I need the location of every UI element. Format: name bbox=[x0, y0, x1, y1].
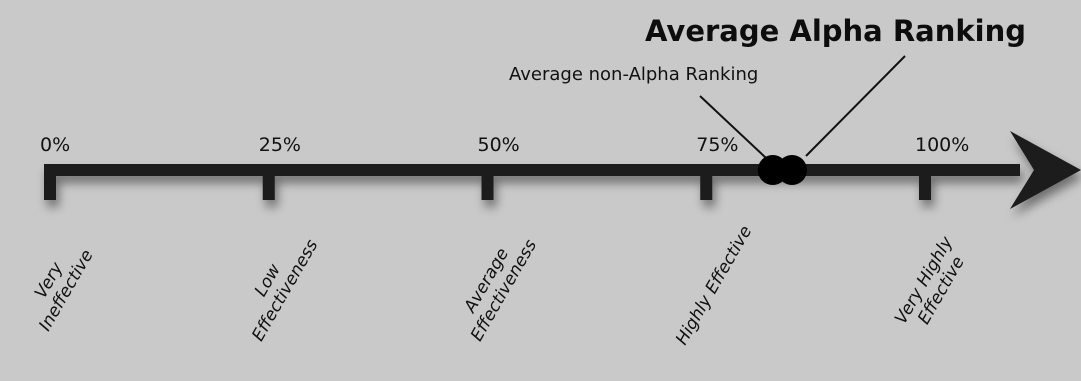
tick-mark bbox=[262, 164, 275, 200]
tick-labels: 0% 25% 50% 75% 100% bbox=[40, 134, 969, 156]
alpha-leader-line bbox=[805, 55, 906, 157]
ranking-markers bbox=[757, 155, 807, 185]
tick-label: 25% bbox=[259, 134, 301, 156]
alpha-ranking-title: Average Alpha Ranking bbox=[645, 14, 1026, 48]
callouts: Average non-Alpha Ranking Average Alpha … bbox=[509, 14, 1026, 159]
tick-marks bbox=[44, 164, 931, 200]
non-alpha-leader-line bbox=[699, 95, 767, 159]
tick-label: 100% bbox=[915, 134, 969, 156]
axis-arrowhead bbox=[1010, 131, 1081, 209]
tick-mark bbox=[481, 164, 494, 200]
tick-label: 0% bbox=[40, 134, 70, 156]
tick-label: 75% bbox=[696, 134, 738, 156]
axis-line bbox=[44, 164, 1020, 176]
tick-label: 50% bbox=[478, 134, 520, 156]
alpha-ranking-marker bbox=[777, 155, 807, 185]
non-alpha-ranking-label: Average non-Alpha Ranking bbox=[509, 64, 758, 85]
tick-mark bbox=[44, 164, 56, 200]
category-label-line: Highly Effective bbox=[672, 222, 756, 348]
tick-mark bbox=[700, 164, 713, 200]
category-label: Highly Effective bbox=[672, 222, 756, 348]
tick-mark bbox=[919, 164, 931, 200]
